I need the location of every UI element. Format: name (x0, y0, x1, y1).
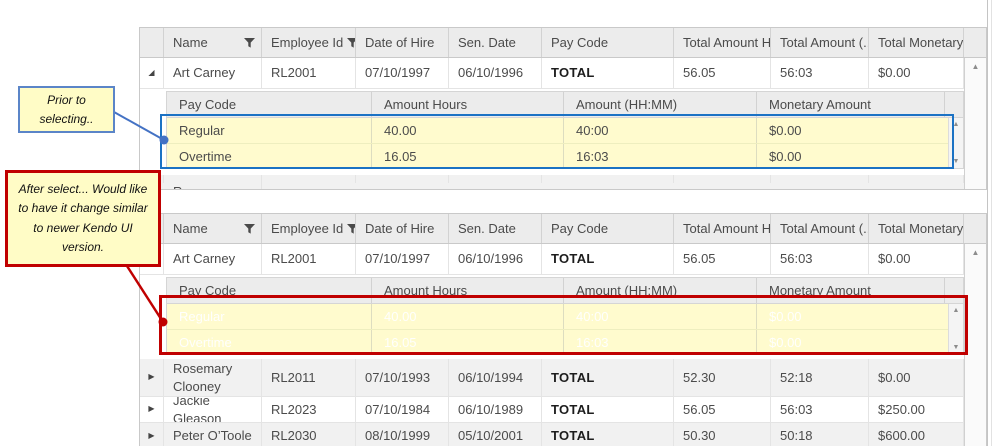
employee-row-art-carney[interactable]: ◢ Art Carney RL2001 07/10/1997 06/10/199… (140, 58, 964, 89)
subgrid-row-overtime[interactable]: Overtime 16.05 16:03 $0.00 (167, 143, 948, 168)
header-sen-date[interactable]: Sen. Date (449, 28, 542, 57)
header-employee-id[interactable]: Employee Id (262, 214, 356, 243)
subheader-monetary-amount[interactable]: Monetary Amount (757, 92, 945, 117)
grid-before-selection: Name Employee Id Date of Hire Sen. Date … (139, 27, 987, 190)
employee-row-rosemary-clooney[interactable]: ▶ Rosemary Clooney RL2011 07/10/1993 06/… (140, 359, 964, 397)
detail-row: Pay Code Amount Hours Amount (HH:MM) Mon… (140, 275, 964, 359)
header-scrollbar-spacer (964, 28, 984, 57)
expand-row-icon[interactable]: ▶ (140, 359, 164, 396)
scroll-up-icon[interactable]: ▲ (952, 121, 960, 128)
header-expand-column (140, 28, 164, 57)
header-total-amount[interactable]: Total Amount (... (771, 214, 869, 243)
window-right-edge (987, 0, 988, 446)
header-total-monetary[interactable]: Total Monetary ... (869, 214, 964, 243)
callout-prior-text: Prior to selecting.. (39, 92, 94, 126)
header-name-label: Name (173, 35, 208, 50)
subgrid-row-regular[interactable]: Regular 40.00 40:00 $0.00 (167, 118, 948, 143)
callout-after-text: After select... Would like to have it ch… (18, 182, 148, 254)
header-name[interactable]: Name (164, 28, 262, 57)
employee-row-peter-otoole[interactable]: ▶ Peter O’Toole RL2030 08/10/1999 05/10/… (140, 423, 964, 446)
detail-row: Pay Code Amount Hours Amount (HH:MM) Mon… (140, 89, 964, 175)
expand-row-icon[interactable]: ▶ (140, 397, 164, 422)
grid-vertical-scrollbar[interactable]: ▲ (964, 244, 986, 446)
callout-after-select: After select... Would like to have it ch… (5, 170, 161, 267)
grid-header-row: Name Employee Id Date of Hire Sen. Date … (140, 214, 986, 244)
subheader-monetary-amount[interactable]: Monetary Amount (757, 278, 945, 303)
header-sen-date[interactable]: Sen. Date (449, 214, 542, 243)
header-date-of-hire[interactable]: Date of Hire (356, 28, 449, 57)
header-pay-code[interactable]: Pay Code (542, 214, 674, 243)
subheader-pay-code[interactable]: Pay Code (167, 278, 372, 303)
collapse-row-icon[interactable]: ◢ (140, 58, 164, 88)
scroll-up-icon[interactable]: ▲ (971, 62, 980, 71)
header-total-amount-hrs[interactable]: Total Amount Hrs (674, 214, 771, 243)
filter-icon[interactable] (347, 37, 356, 48)
pay-code-subgrid: Pay Code Amount Hours Amount (HH:MM) Mon… (166, 91, 964, 169)
selection-outline-before (160, 114, 954, 169)
subgrid-header-row: Pay Code Amount Hours Amount (HH:MM) Mon… (167, 278, 963, 304)
subheader-amount-hours[interactable]: Amount Hours (372, 92, 564, 117)
subheader-amount-hhmm[interactable]: Amount (HH:MM) (564, 92, 757, 117)
selection-outline-after (159, 295, 968, 355)
callout-prior-to-selecting: Prior to selecting.. (18, 86, 115, 133)
header-total-amount[interactable]: Total Amount (... (771, 28, 869, 57)
subgrid-row-regular-selected[interactable]: Regular 40.00 40:00 $0.00 (167, 304, 948, 329)
grid-vertical-scrollbar[interactable]: ▲ (964, 58, 986, 189)
scroll-down-icon[interactable]: ▼ (952, 158, 960, 165)
scroll-up-icon[interactable]: ▲ (952, 307, 960, 314)
subgrid-vertical-scrollbar[interactable]: ▲ ▼ (948, 304, 963, 354)
header-pay-code[interactable]: Pay Code (542, 28, 674, 57)
header-expand-column (140, 214, 164, 243)
grid-body: ◢ Art Carney RL2001 07/10/1997 06/10/199… (140, 244, 964, 446)
expand-row-icon[interactable]: ▶ (140, 423, 164, 446)
scroll-up-icon[interactable]: ▲ (971, 248, 980, 257)
employee-row-partial[interactable]: Rosemary (140, 175, 964, 189)
window-right-edge-outer (991, 0, 992, 446)
filter-icon[interactable] (347, 223, 356, 234)
header-employee-id[interactable]: Employee Id (262, 28, 356, 57)
employee-row-jackie-gleason[interactable]: ▶ Jackie Gleason RL2023 07/10/1984 06/10… (140, 397, 964, 423)
subgrid-header-row: Pay Code Amount Hours Amount (HH:MM) Mon… (167, 92, 963, 118)
grid-after-selection: Name Employee Id Date of Hire Sen. Date … (139, 213, 987, 446)
grid-body: ◢ Art Carney RL2001 07/10/1997 06/10/199… (140, 58, 964, 189)
filter-icon[interactable] (244, 37, 255, 48)
header-total-monetary[interactable]: Total Monetary ... (869, 28, 964, 57)
filter-icon[interactable] (244, 223, 255, 234)
header-scrollbar-spacer (964, 214, 984, 243)
subheader-pay-code[interactable]: Pay Code (167, 92, 372, 117)
scroll-down-icon[interactable]: ▼ (952, 344, 960, 351)
header-name[interactable]: Name (164, 214, 262, 243)
header-employee-id-label: Employee Id (271, 35, 344, 50)
subgrid-row-overtime-selected[interactable]: Overtime 16.05 16:03 $0.00 (167, 329, 948, 354)
header-total-amount-hrs[interactable]: Total Amount Hrs (674, 28, 771, 57)
grid-header-row: Name Employee Id Date of Hire Sen. Date … (140, 28, 986, 58)
employee-row-art-carney[interactable]: ◢ Art Carney RL2001 07/10/1997 06/10/199… (140, 244, 964, 275)
subheader-amount-hhmm[interactable]: Amount (HH:MM) (564, 278, 757, 303)
subheader-amount-hours[interactable]: Amount Hours (372, 278, 564, 303)
subgrid-vertical-scrollbar[interactable]: ▲ ▼ (948, 118, 963, 168)
pay-code-subgrid: Pay Code Amount Hours Amount (HH:MM) Mon… (166, 277, 964, 355)
header-date-of-hire[interactable]: Date of Hire (356, 214, 449, 243)
